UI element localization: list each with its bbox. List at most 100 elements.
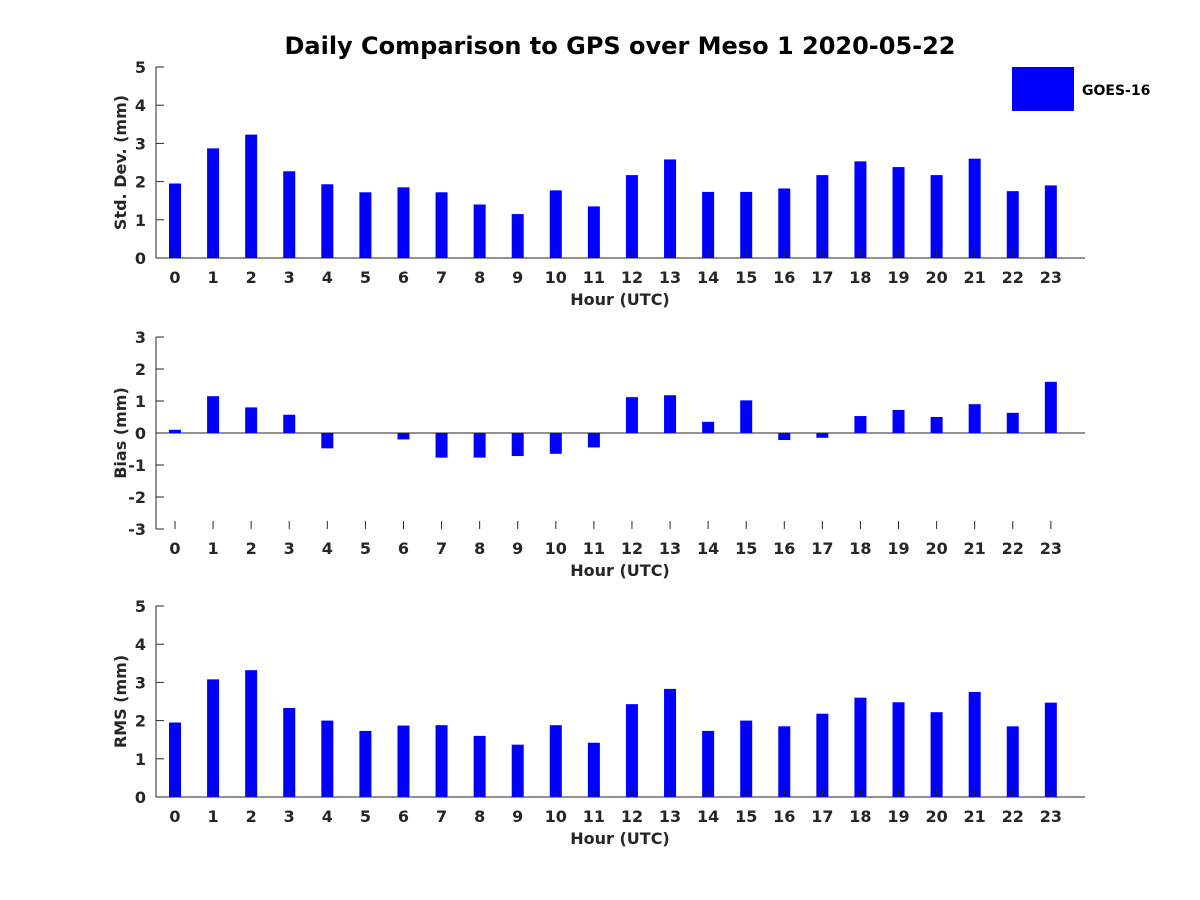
y-tick-label: 1 <box>135 750 146 769</box>
bar <box>207 679 220 797</box>
x-tick-label: 0 <box>169 268 180 287</box>
bar <box>587 742 600 797</box>
bar <box>359 730 372 797</box>
x-tick-label: 4 <box>322 268 333 287</box>
x-tick-label: 23 <box>1040 807 1062 826</box>
bar <box>740 720 753 797</box>
x-tick-label: 22 <box>1002 539 1024 558</box>
bar <box>549 433 562 454</box>
y-tick-label: -3 <box>128 520 146 539</box>
bar <box>625 175 638 258</box>
bar <box>854 161 867 258</box>
bar <box>664 688 677 797</box>
x-tick-label: 12 <box>621 807 643 826</box>
bar <box>435 192 448 258</box>
x-tick-label: 19 <box>887 807 909 826</box>
bar <box>549 725 562 797</box>
bar <box>245 407 258 433</box>
bar <box>587 206 600 258</box>
y-tick-label: 0 <box>135 424 146 443</box>
bar <box>664 395 677 433</box>
x-tick-label: 21 <box>964 268 986 287</box>
x-tick-label: 18 <box>849 539 871 558</box>
bar <box>397 725 410 797</box>
x-tick-label: 20 <box>925 807 947 826</box>
x-tick-label: 11 <box>583 539 605 558</box>
bar <box>892 702 905 797</box>
legend: GOES-16 <box>1012 67 1150 111</box>
x-tick-label: 8 <box>474 268 485 287</box>
figure-title: Daily Comparison to GPS over Meso 1 2020… <box>284 32 955 60</box>
x-tick-label: 10 <box>545 268 567 287</box>
bar <box>283 707 296 797</box>
bar <box>1044 702 1057 797</box>
x-tick-label: 14 <box>697 268 719 287</box>
bar <box>207 148 220 258</box>
x-tick-label: 6 <box>398 807 409 826</box>
x-tick-label: 10 <box>545 539 567 558</box>
x-tick-label: 23 <box>1040 268 1062 287</box>
x-tick-label: 14 <box>697 807 719 826</box>
bar <box>778 726 791 797</box>
x-tick-label: 20 <box>925 268 947 287</box>
y-axis-label: RMS (mm) <box>111 655 130 748</box>
bar <box>740 400 753 433</box>
x-tick-label: 17 <box>811 539 833 558</box>
legend-label-goes16: GOES-16 <box>1082 83 1150 99</box>
x-tick-label: 16 <box>773 539 795 558</box>
y-tick-label: 5 <box>135 597 146 616</box>
bar <box>435 433 448 458</box>
bar <box>511 214 524 258</box>
bar <box>321 433 334 449</box>
bar <box>625 397 638 433</box>
y-tick-label: 0 <box>135 249 146 268</box>
x-tick-label: 17 <box>811 268 833 287</box>
x-tick-label: 8 <box>474 807 485 826</box>
bar <box>816 713 829 797</box>
x-axis-label: Hour (UTC) <box>570 829 670 848</box>
bar <box>892 409 905 433</box>
x-tick-label: 18 <box>849 268 871 287</box>
x-axis-label: Hour (UTC) <box>570 561 670 580</box>
x-tick-label: 8 <box>474 539 485 558</box>
x-tick-label: 20 <box>925 539 947 558</box>
x-tick-label: 12 <box>621 268 643 287</box>
bar <box>511 433 524 457</box>
bar <box>169 722 181 797</box>
y-tick-label: 3 <box>135 673 146 692</box>
bar <box>892 167 905 258</box>
bar <box>968 691 981 797</box>
bar <box>1006 726 1019 797</box>
x-tick-label: 15 <box>735 539 757 558</box>
y-tick-label: 1 <box>135 211 146 230</box>
x-tick-label: 21 <box>964 807 986 826</box>
x-tick-label: 1 <box>208 268 219 287</box>
x-tick-label: 18 <box>849 807 871 826</box>
y-tick-label: 2 <box>135 173 146 192</box>
bar <box>1006 412 1019 433</box>
y-tick-label: 1 <box>135 392 146 411</box>
x-tick-label: 16 <box>773 268 795 287</box>
x-tick-label: 21 <box>964 539 986 558</box>
bar <box>1006 191 1019 258</box>
bar <box>1044 185 1057 258</box>
bar <box>283 171 296 258</box>
bar <box>321 720 334 797</box>
y-tick-label: 3 <box>135 134 146 153</box>
x-tick-label: 0 <box>169 539 180 558</box>
x-tick-label: 10 <box>545 807 567 826</box>
y-tick-label: 4 <box>135 635 146 654</box>
x-tick-label: 22 <box>1002 268 1024 287</box>
x-tick-label: 13 <box>659 539 681 558</box>
x-tick-label: 13 <box>659 807 681 826</box>
x-axis-label: Hour (UTC) <box>570 290 670 309</box>
y-tick-label: 5 <box>135 58 146 77</box>
bar <box>397 187 410 258</box>
x-tick-label: 5 <box>360 539 371 558</box>
bar <box>473 735 486 797</box>
x-tick-label: 19 <box>887 268 909 287</box>
x-tick-label: 4 <box>322 539 333 558</box>
bar <box>283 414 296 433</box>
